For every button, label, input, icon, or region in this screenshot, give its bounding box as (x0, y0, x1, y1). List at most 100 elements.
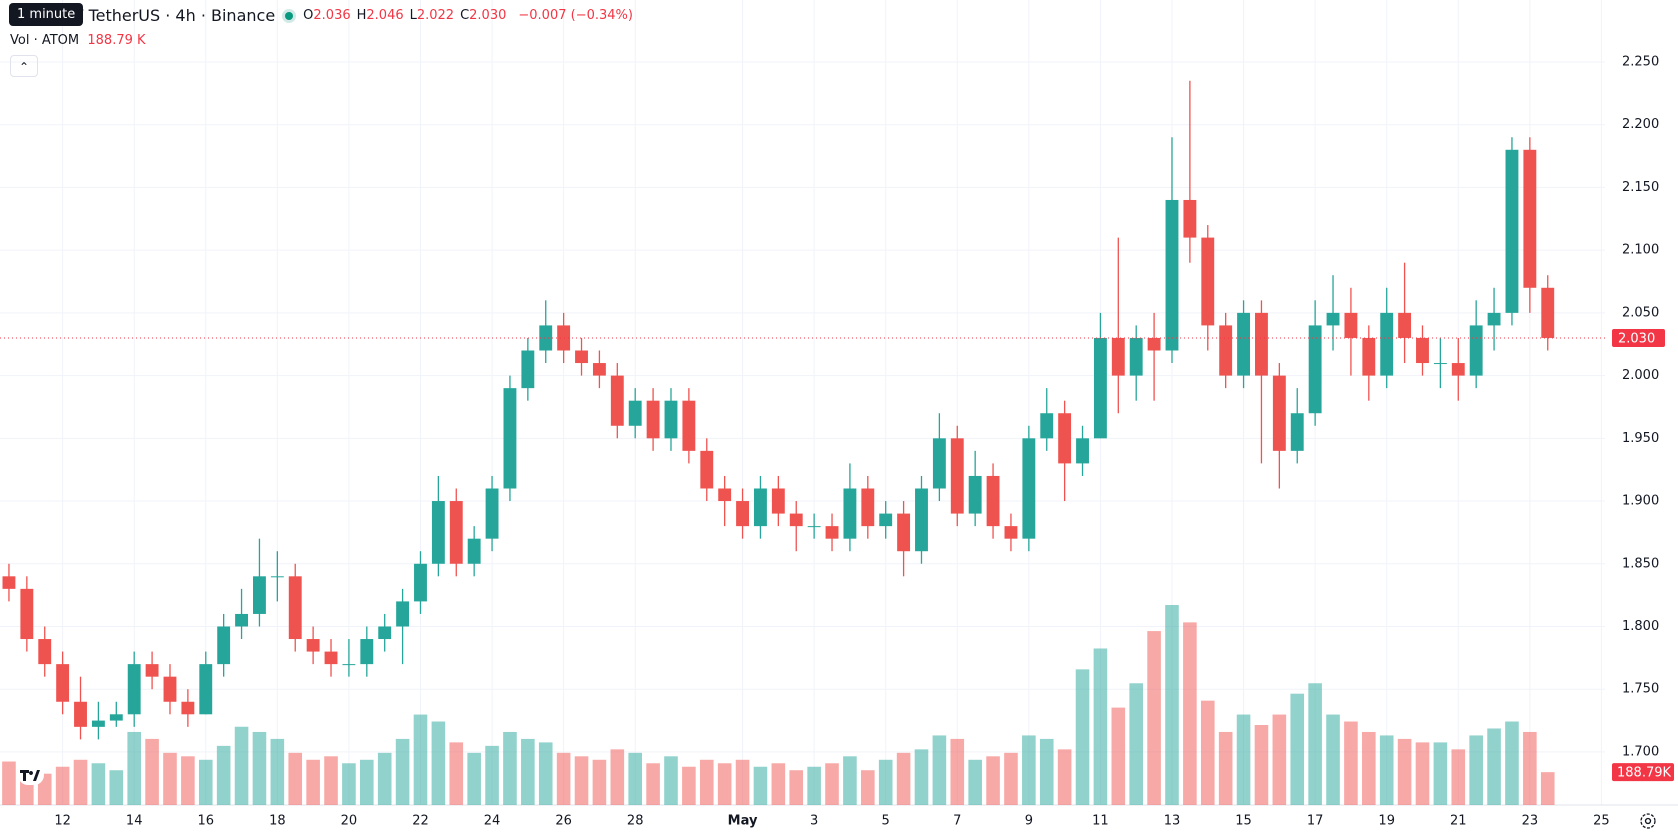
candle-body (1290, 413, 1304, 451)
volume-tag-label: 188.79K (1617, 766, 1671, 781)
volume-bar (1433, 742, 1448, 805)
volume-bar (1487, 728, 1501, 805)
candle-body (897, 513, 911, 552)
x-tick-label: 28 (627, 814, 644, 829)
x-tick-label: 24 (484, 814, 501, 829)
candle-body (1541, 287, 1555, 338)
ohlc: O2.036 H2.046 L2.022 C2.030 (303, 8, 512, 23)
candle-body (503, 388, 517, 489)
volume-bar (699, 759, 714, 805)
candle-body (74, 701, 87, 727)
volume-value: 188.79 K (87, 33, 146, 48)
volume-legend: Vol · ATOM 188.79 K (10, 33, 146, 48)
settings-icon[interactable] (1640, 813, 1656, 829)
volume-bar (735, 759, 750, 805)
volume-tag (1612, 763, 1674, 782)
x-tick-label: 15 (1235, 814, 1252, 829)
candle-body (181, 701, 195, 715)
volume-bar (574, 756, 589, 805)
candle-body (843, 488, 857, 539)
volume-bar (1254, 725, 1269, 805)
volume-bar (1039, 738, 1054, 805)
candle-body (145, 664, 159, 677)
volume-bar (413, 714, 428, 805)
volume-bar (1093, 648, 1108, 805)
volume-bar (1183, 622, 1197, 805)
candle-body (1308, 325, 1322, 414)
gear-inner (1644, 817, 1652, 825)
volume-bar (1147, 631, 1161, 805)
x-tick-label: 11 (1092, 814, 1109, 829)
ohlc-value: 2.022 (416, 8, 455, 23)
candle-body (807, 526, 821, 528)
volume-bar (1022, 735, 1036, 805)
volume-bar (342, 763, 356, 805)
ohlc-key: L (409, 8, 417, 23)
tradingview-logo (18, 765, 44, 785)
candle-body (217, 626, 231, 665)
candle-body (20, 588, 34, 640)
status-dot (282, 8, 297, 23)
candle-body (539, 325, 553, 351)
candle-body (1076, 438, 1089, 464)
volume-bar (1379, 735, 1394, 805)
candle-body (56, 664, 70, 702)
x-tick-label: 14 (126, 814, 143, 829)
candle-body (1380, 312, 1394, 376)
candle-body (1326, 312, 1340, 326)
candle-body (235, 613, 248, 627)
candle-body (324, 651, 338, 665)
y-tick-label: 2.150 (1622, 180, 1659, 195)
volume-title: Vol · ATOM (10, 33, 80, 48)
volume-bar (181, 756, 195, 805)
volume-bar (145, 738, 159, 805)
ohlc-value: 2.046 (366, 8, 404, 23)
ohlc-key: C (460, 8, 470, 23)
candle-body (754, 488, 767, 527)
candle-body (449, 501, 463, 564)
candle-body (1433, 363, 1447, 365)
volume-bar (771, 763, 786, 805)
candle-body (306, 639, 320, 652)
y-tick-label: 1.850 (1622, 556, 1659, 571)
x-tick-label: 18 (269, 814, 286, 829)
x-tick-label: 7 (953, 814, 961, 829)
candle-body (1183, 199, 1197, 238)
candle-body (1451, 363, 1465, 376)
volume-bar (1451, 749, 1466, 805)
candle-body (646, 400, 660, 439)
volume-bar (449, 742, 464, 805)
candle-body (342, 664, 356, 666)
volume-bar (1523, 731, 1537, 805)
volume-bar (521, 738, 535, 805)
volume-bar (592, 759, 607, 805)
volume-bar (306, 759, 320, 805)
volume-bar (968, 759, 982, 805)
volume-bar (163, 752, 177, 805)
volume-bar (825, 763, 839, 805)
x-tick-label: 21 (1450, 814, 1467, 829)
candle-body (270, 576, 284, 578)
candle-body (1469, 325, 1483, 376)
candle-body (253, 576, 266, 614)
candle-body (467, 538, 481, 564)
candle-body (1505, 149, 1519, 313)
candle-body (1416, 337, 1429, 364)
volume-bar (628, 752, 642, 805)
volume-bar (234, 726, 249, 805)
candle-body (288, 576, 302, 640)
y-tick-label: 2.200 (1622, 117, 1659, 132)
candle-body (1344, 312, 1358, 338)
volume-bar (1200, 700, 1215, 805)
volume-bar (485, 745, 499, 805)
volume-bar (1165, 605, 1179, 805)
candle-body (610, 375, 624, 426)
volume-bar (789, 770, 804, 805)
volume-bar (1326, 714, 1340, 805)
candle-body (1111, 337, 1125, 376)
volume-bar (1308, 683, 1322, 805)
volume-bar (377, 752, 392, 805)
volume-bar (73, 759, 88, 805)
collapse-button[interactable]: ⌃ (10, 55, 38, 77)
